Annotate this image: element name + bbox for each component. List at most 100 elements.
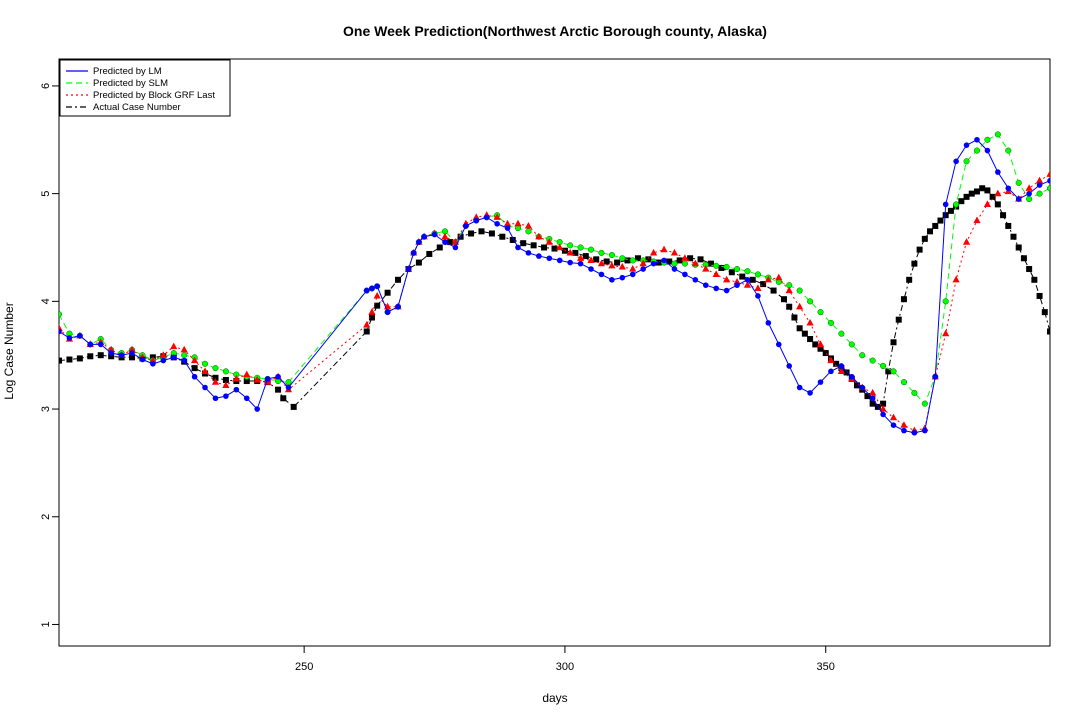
data-point: [963, 193, 970, 200]
data-point: [702, 282, 709, 288]
data-point: [807, 336, 814, 343]
data-point: [906, 276, 913, 283]
data-point: [634, 255, 641, 262]
data-point: [405, 266, 412, 272]
data-point: [619, 274, 626, 281]
data-point: [619, 255, 626, 262]
data-point: [494, 220, 500, 227]
data-point: [447, 239, 454, 246]
x-tick-label: 350: [817, 661, 835, 673]
data-point: [1041, 309, 1048, 316]
data-point: [551, 245, 558, 252]
data-point: [363, 321, 371, 328]
data-point: [838, 330, 845, 337]
x-tick-label: 300: [556, 661, 574, 673]
data-point: [598, 271, 605, 278]
data-point: [181, 357, 187, 364]
data-point: [859, 384, 866, 391]
data-point: [608, 261, 616, 269]
data-point: [232, 374, 240, 382]
data-point: [786, 303, 793, 310]
data-point: [285, 384, 292, 391]
data-point: [1015, 244, 1022, 251]
data-point: [107, 345, 115, 353]
data-point: [995, 169, 1001, 175]
data-point: [806, 318, 814, 326]
data-point: [775, 273, 783, 281]
data-point: [749, 276, 756, 283]
data-point: [974, 136, 980, 143]
legend-box: [59, 59, 231, 117]
data-point: [436, 244, 443, 251]
data-point: [723, 263, 730, 270]
data-point: [566, 248, 574, 256]
data-point: [191, 356, 199, 364]
data-point: [1010, 233, 1017, 240]
data-point: [452, 244, 459, 251]
data-point: [984, 187, 991, 194]
data-point: [87, 353, 94, 360]
data-point: [1046, 170, 1050, 177]
data-point: [671, 266, 678, 272]
data-point: [1020, 255, 1027, 262]
data-point: [222, 368, 229, 375]
data-point: [1005, 147, 1012, 154]
data-point: [384, 289, 391, 296]
data-point: [712, 270, 720, 278]
data-point: [593, 256, 600, 263]
data-point: [650, 248, 658, 256]
data-point: [687, 255, 694, 262]
data-point: [212, 395, 219, 402]
data-point: [191, 365, 198, 372]
data-point: [170, 354, 177, 361]
data-point: [676, 257, 683, 264]
data-point: [212, 365, 219, 372]
data-point: [285, 379, 292, 386]
y-tick-label: 2: [40, 514, 52, 520]
data-point: [640, 266, 646, 272]
data-point: [744, 276, 751, 283]
data-point: [994, 131, 1001, 138]
data-point: [671, 260, 678, 267]
data-point: [368, 314, 375, 321]
data-point: [979, 185, 986, 192]
data-point: [901, 427, 907, 434]
data-point: [1026, 266, 1033, 273]
data-point: [994, 201, 1001, 208]
data-point: [801, 330, 808, 337]
data-point: [618, 262, 626, 270]
data-point: [108, 350, 114, 356]
data-point: [770, 287, 777, 294]
data-point: [1047, 328, 1050, 335]
data-point: [567, 259, 573, 266]
data-point: [588, 266, 594, 272]
data-point: [59, 357, 62, 364]
data-point: [828, 368, 834, 375]
data-point: [744, 268, 751, 275]
series-predicted-by-lm: [59, 136, 1050, 436]
data-point: [441, 232, 449, 240]
data-point: [827, 356, 835, 364]
data-point: [754, 284, 762, 292]
data-point: [764, 275, 772, 283]
axes: 250 300 350 1 2 3 4 5 6: [40, 83, 835, 673]
data-point: [545, 238, 553, 245]
data-point: [1000, 212, 1007, 219]
data-point: [87, 341, 94, 348]
data-point: [546, 255, 553, 262]
data-point: [1005, 222, 1012, 229]
data-point: [666, 258, 673, 265]
legend-label: Predicted by Block GRF Last: [93, 90, 215, 101]
data-point: [472, 213, 480, 220]
data-point: [911, 429, 918, 436]
data-point: [108, 353, 115, 360]
data-point: [984, 147, 991, 154]
data-point: [416, 239, 422, 245]
data-point: [77, 333, 83, 339]
data-point: [525, 228, 532, 235]
data-point: [796, 287, 803, 294]
data-point: [280, 395, 287, 402]
series-predicted-by-slm: [59, 131, 1050, 407]
